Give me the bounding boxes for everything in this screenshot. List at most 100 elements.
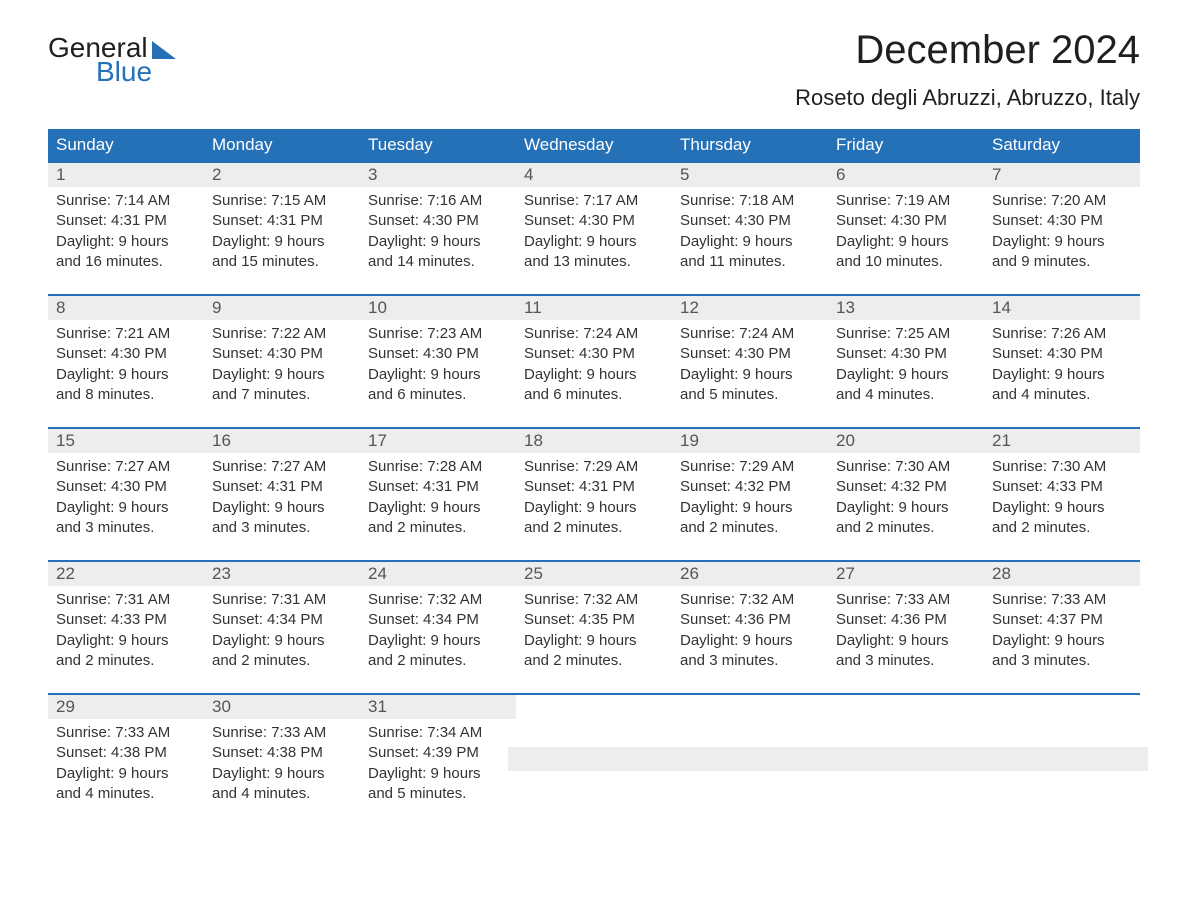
day-cell: 12Sunrise: 7:24 AMSunset: 4:30 PMDayligh… — [672, 295, 828, 428]
day-cell: 5Sunrise: 7:18 AMSunset: 4:30 PMDaylight… — [672, 162, 828, 295]
day-cell: 18Sunrise: 7:29 AMSunset: 4:31 PMDayligh… — [516, 428, 672, 561]
day-number: 4 — [516, 163, 672, 187]
day-number: 10 — [360, 296, 516, 320]
daylight-line: and 2 minutes. — [212, 651, 352, 671]
location: Roseto degli Abruzzi, Abruzzo, Italy — [795, 85, 1140, 111]
day-number: 29 — [48, 695, 204, 719]
day-cell: 11Sunrise: 7:24 AMSunset: 4:30 PMDayligh… — [516, 295, 672, 428]
week-row: 22 Sunrise: 7:31 AMSunset: 4:33 PM Dayligh… — [48, 561, 1140, 694]
day-number: 14 — [984, 296, 1140, 320]
day-number: 24 — [360, 562, 516, 586]
day-cell: 13Sunrise: 7:25 AMSunset: 4:30 PMDayligh… — [828, 295, 984, 428]
sunrise-line: Sunrise: 7:31 AM — [56, 590, 196, 610]
day-number: 17 — [360, 429, 516, 453]
day-of-week-cell: Monday — [204, 129, 360, 162]
sunset-line: Sunset: 4:30 PM — [56, 344, 196, 364]
daylight-line: and 3 minutes. — [992, 651, 1132, 671]
day-number: 15 — [48, 429, 204, 453]
daylight-line: Daylight: 9 hours — [524, 232, 664, 252]
day-cell: 24Sunrise: 7:32 AMSunset: 4:34 PMDayligh… — [360, 561, 516, 694]
daylight-line: Daylight: 9 hours — [836, 498, 976, 518]
daylight-line: Daylight: 9 hours — [524, 498, 664, 518]
sunset-line: Sunset: 4:30 PM — [56, 477, 196, 497]
day-number — [820, 747, 992, 771]
sunrise-line: Sunrise: 7:28 AM — [368, 457, 508, 477]
daylight-line: Daylight: 9 hours — [680, 631, 820, 651]
daylight-line: Daylight: 9 hours — [56, 365, 196, 385]
logo: General Blue — [48, 34, 176, 86]
sunrise-line: Sunrise: 7:18 AM — [680, 191, 820, 211]
sunrise-line: Sunrise: 7:21 AM — [56, 324, 196, 344]
day-cell: 8 Sunrise: 7:21 AMSunset: 4:30 PMDaylight… — [48, 295, 204, 428]
daylight-line: Daylight: 9 hours — [836, 365, 976, 385]
sunset-line: Sunset: 4:31 PM — [212, 211, 352, 231]
sunset-line: Sunset: 4:30 PM — [524, 344, 664, 364]
daylight-line: Daylight: 9 hours — [680, 232, 820, 252]
sunrise-line: Sunrise: 7:33 AM — [836, 590, 976, 610]
day-cell: 30Sunrise: 7:33 AMSunset: 4:38 PMDayligh… — [204, 694, 360, 826]
sunset-line: Sunset: 4:33 PM — [992, 477, 1132, 497]
day-of-week-cell: Tuesday — [360, 129, 516, 162]
day-number: 12 — [672, 296, 828, 320]
day-number: 22 — [48, 562, 204, 586]
sunrise-line: Sunrise: 7:32 AM — [524, 590, 664, 610]
day-of-week-row: SundayMondayTuesdayWednesdayThursdayFrid… — [48, 129, 1140, 162]
daylight-line: Daylight: 9 hours — [992, 365, 1132, 385]
sunrise-line: Sunrise: 7:24 AM — [524, 324, 664, 344]
sunset-line: Sunset: 4:30 PM — [212, 344, 352, 364]
daylight-line: Daylight: 9 hours — [992, 498, 1132, 518]
sunrise-line: Sunrise: 7:23 AM — [368, 324, 508, 344]
logo-text-2: Blue — [96, 58, 176, 86]
daylight-line: and 2 minutes. — [368, 651, 508, 671]
week-row: 8Sunrise: 7:21 AMSunset: 4:30 PMDaylight… — [48, 295, 1140, 428]
daylight-line: and 4 minutes. — [212, 784, 352, 804]
day-cell: 16Sunrise: 7:27 AMSunset: 4:31 PMDayligh… — [204, 428, 360, 561]
sunrise-line: Sunrise: 7:29 AM — [680, 457, 820, 477]
sunrise-line: Sunrise: 7:33 AM — [212, 723, 352, 743]
day-cell: 21 Sunrise: 7:30 AMSunset: 4:33 PMDayligh… — [984, 428, 1140, 561]
day-number: 19 — [672, 429, 828, 453]
day-cell: 29Sunrise: 7:33 AMSunset: 4:38 PMDayligh… — [48, 694, 204, 826]
sunrise-line: Sunrise: 7:34 AM — [368, 723, 508, 743]
sunset-line: Sunset: 4:30 PM — [680, 344, 820, 364]
day-number: 8 — [48, 296, 204, 320]
sunset-line: Sunset: 4:30 PM — [368, 344, 508, 364]
day-cell: 6Sunrise: 7:19 AMSunset: 4:30 PMDaylight… — [828, 162, 984, 295]
daylight-line: Daylight: 9 hours — [368, 232, 508, 252]
daylight-line: Daylight: 9 hours — [368, 764, 508, 784]
day-number: 7 — [984, 163, 1140, 187]
day-number: 21 — [984, 429, 1140, 453]
sunrise-line: Sunrise: 7:27 AM — [212, 457, 352, 477]
day-cell: 31Sunrise: 7:34 AMSunset: 4:39 PMDayligh… — [360, 694, 516, 826]
sunset-line: Sunset: 4:32 PM — [680, 477, 820, 497]
sunrise-line: Sunrise: 7:22 AM — [212, 324, 352, 344]
daylight-line: and 6 minutes. — [368, 385, 508, 405]
day-of-week-cell: Wednesday — [516, 129, 672, 162]
sunset-line: Sunset: 4:33 PM — [56, 610, 196, 630]
day-number: 31 — [360, 695, 516, 719]
daylight-line: and 14 minutes. — [368, 252, 508, 272]
daylight-line: and 7 minutes. — [212, 385, 352, 405]
day-number: 6 — [828, 163, 984, 187]
week-row: 15 Sunrise: 7:27 AM Sunset: 4:30 PM Dayligh… — [48, 428, 1140, 561]
day-cell: 25Sunrise: 7:32 AMSunset: 4:35 PMDayligh… — [516, 561, 672, 694]
day-cell: 28Sunrise: 7:33 AMSunset: 4:37 PMDayligh… — [984, 561, 1140, 694]
sunset-line: Sunset: 4:32 PM — [836, 477, 976, 497]
sunrise-line: Sunrise: 7:30 AM — [992, 457, 1132, 477]
daylight-line: and 3 minutes. — [56, 518, 196, 538]
sunset-line: Sunset: 4:31 PM — [212, 477, 352, 497]
daylight-line: and 9 minutes. — [992, 252, 1132, 272]
daylight-line: and 16 minutes. — [56, 252, 196, 272]
sunset-line: Sunset: 4:30 PM — [836, 211, 976, 231]
daylight-line: and 2 minutes. — [524, 651, 664, 671]
sunset-line: Sunset: 4:35 PM — [524, 610, 664, 630]
sunrise-line: Sunrise: 7:33 AM — [992, 590, 1132, 610]
sunrise-line: Sunrise: 7:32 AM — [680, 590, 820, 610]
sunrise-line: Sunrise: 7:25 AM — [836, 324, 976, 344]
daylight-line: and 4 minutes. — [992, 385, 1132, 405]
day-number — [508, 747, 680, 771]
daylight-line: Daylight: 9 hours — [212, 631, 352, 651]
sunrise-line: Sunrise: 7:33 AM — [56, 723, 196, 743]
day-number: 28 — [984, 562, 1140, 586]
day-number: 5 — [672, 163, 828, 187]
